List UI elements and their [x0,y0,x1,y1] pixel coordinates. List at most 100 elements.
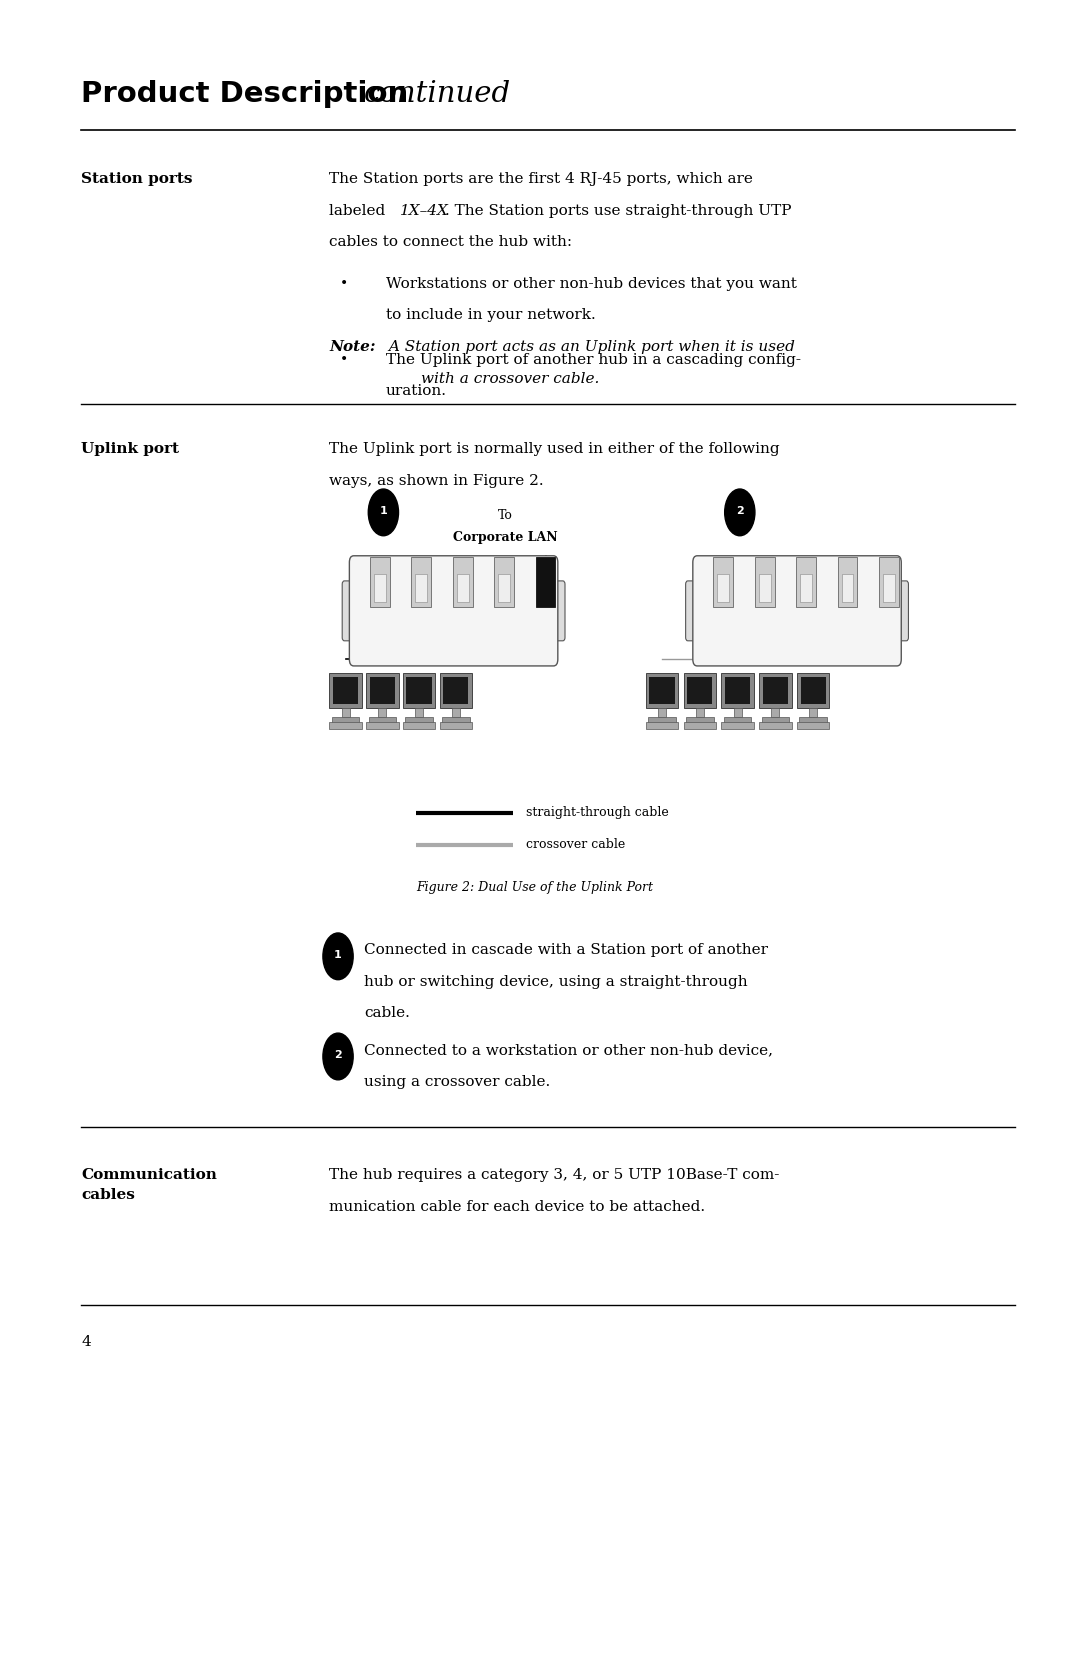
Text: munication cable for each device to be attached.: munication cable for each device to be a… [329,1200,705,1213]
Text: continued: continued [364,80,511,108]
Text: Uplink: Uplink [537,561,554,566]
Text: to include in your network.: to include in your network. [386,309,595,322]
Bar [494,557,514,608]
Text: Communication
cables: Communication cables [81,1168,217,1202]
Bar [713,557,733,608]
Bar [332,716,360,724]
Text: A Station port acts as an Uplink port when it is used: A Station port acts as an Uplink port wh… [384,340,795,354]
Bar [883,574,895,603]
Bar [696,708,704,716]
Bar [374,574,386,603]
Bar [649,678,675,704]
FancyBboxPatch shape [893,581,908,641]
Bar [758,574,770,603]
Text: Connected to a workstation or other non-hub device,: Connected to a workstation or other non-… [364,1043,773,1056]
Bar [717,574,729,603]
Bar [721,723,754,729]
Text: hub or switching device, using a straight-through: hub or switching device, using a straigh… [364,975,747,988]
Text: cables to connect the hub with:: cables to connect the hub with: [329,235,572,249]
Bar [403,673,435,708]
Circle shape [323,933,353,980]
Bar [800,574,812,603]
Bar [796,557,816,608]
Text: Uplink port: Uplink port [81,442,179,456]
Bar [406,678,432,704]
Bar [809,708,818,716]
Bar [333,678,359,704]
Circle shape [368,489,399,536]
Text: Figure 2: Dual Use of the Uplink Port: Figure 2: Dual Use of the Uplink Port [416,881,653,895]
Bar [687,678,713,704]
Text: •: • [340,277,349,290]
Bar [453,557,473,608]
Bar [686,716,714,724]
Bar [761,716,789,724]
Bar [648,716,676,724]
Bar [837,557,858,608]
Bar [684,723,716,729]
Text: Workstations or other non-hub devices that you want: Workstations or other non-hub devices th… [386,277,796,290]
Bar [440,723,472,729]
Text: The Uplink port is normally used in either of the following: The Uplink port is normally used in eith… [329,442,780,456]
Bar [415,574,427,603]
Bar [329,673,362,708]
Bar [646,673,678,708]
Text: 1X: 1X [719,561,727,566]
Text: The Station ports are the first 4 RJ-45 ports, which are: The Station ports are the first 4 RJ-45 … [329,172,753,185]
Bar [442,716,470,724]
Bar [879,557,899,608]
Text: The hub requires a category 3, 4, or 5 UTP 10Base-T com-: The hub requires a category 3, 4, or 5 U… [329,1168,780,1182]
FancyBboxPatch shape [550,581,565,641]
Bar [800,678,826,704]
FancyBboxPatch shape [350,556,557,666]
Text: Connected in cascade with a Station port of another: Connected in cascade with a Station port… [364,943,768,956]
Bar [405,716,433,724]
Text: straight-through cable: straight-through cable [526,806,669,819]
Bar [368,716,396,724]
Text: 2X: 2X [418,561,424,566]
Text: . The Station ports use straight-through UTP: . The Station ports use straight-through… [445,204,792,217]
Bar [411,557,431,608]
Text: 4X: 4X [500,561,508,566]
Text: 4X: 4X [843,561,851,566]
Text: The Uplink port of another hub in a cascading config-: The Uplink port of another hub in a casc… [386,352,800,367]
Bar [799,716,827,724]
Bar [759,673,792,708]
FancyBboxPatch shape [686,581,701,641]
Text: 1: 1 [334,950,342,960]
Text: with a crossover cable.: with a crossover cable. [421,372,599,386]
Text: labeled: labeled [329,204,391,217]
Bar [724,716,752,724]
Text: 2: 2 [735,506,744,516]
Bar [329,723,362,729]
Bar [457,574,469,603]
Text: cable.: cable. [364,1006,409,1020]
Bar [658,708,666,716]
Bar [771,708,780,716]
Circle shape [725,489,755,536]
Bar [415,708,423,716]
Bar [684,673,716,708]
Text: •: • [340,352,349,367]
Bar [443,678,469,704]
Text: 3X: 3X [459,561,467,566]
Bar [366,673,399,708]
Text: 4: 4 [81,1335,91,1349]
Text: 2X: 2X [761,561,768,566]
Bar [721,673,754,708]
Bar [498,574,510,603]
Text: uration.: uration. [386,384,446,399]
Bar [536,557,555,608]
Text: ways, as shown in Figure 2.: ways, as shown in Figure 2. [329,474,544,487]
Text: Uplink: Uplink [880,561,897,566]
Bar [369,557,390,608]
Bar [797,723,829,729]
Text: To: To [498,509,513,522]
Bar [341,708,350,716]
FancyBboxPatch shape [693,556,901,666]
Bar [841,574,853,603]
Text: crossover cable: crossover cable [526,838,625,851]
Bar [762,678,788,704]
FancyBboxPatch shape [342,581,357,641]
Text: Corporate LAN: Corporate LAN [454,531,557,544]
